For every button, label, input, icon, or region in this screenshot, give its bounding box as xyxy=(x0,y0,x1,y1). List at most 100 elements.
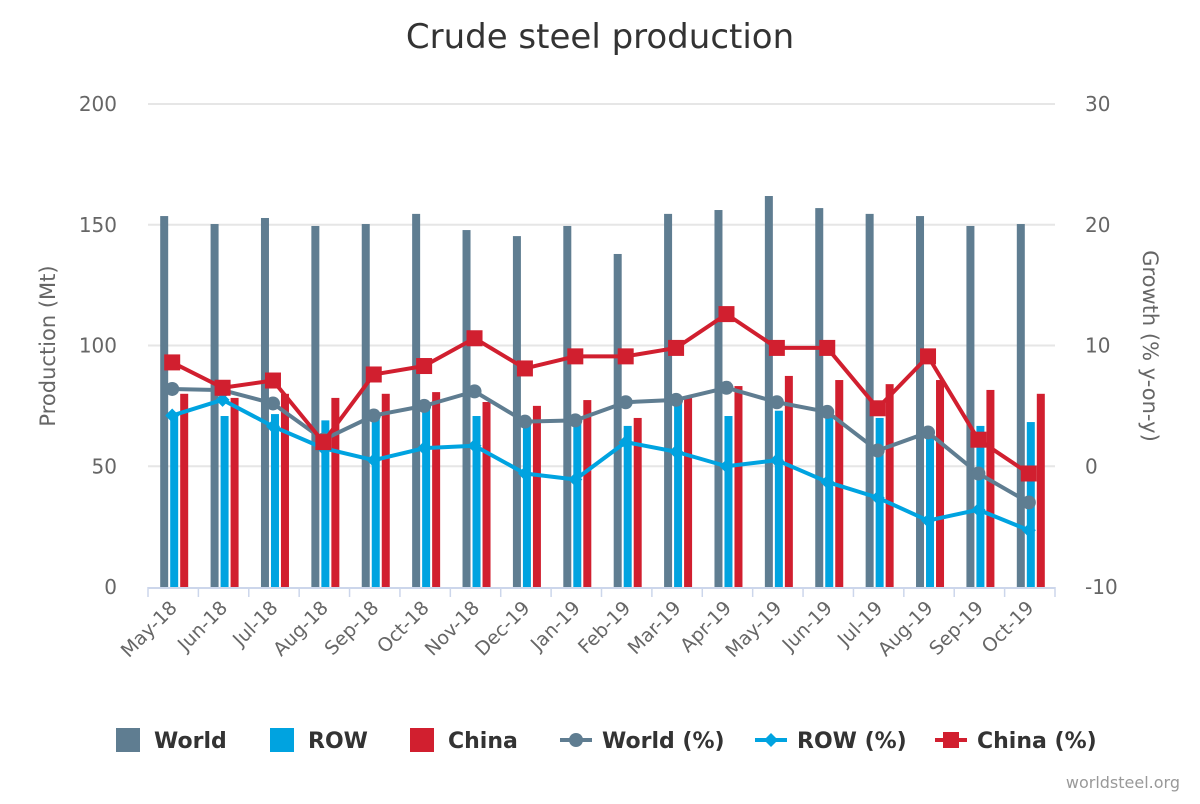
point-china-pct[interactable] xyxy=(164,354,181,371)
bar-china[interactable] xyxy=(885,384,894,587)
point-world-pct[interactable] xyxy=(467,384,482,399)
point-china-pct[interactable] xyxy=(365,366,382,383)
point-china-pct[interactable] xyxy=(819,339,836,356)
legend-marker[interactable] xyxy=(569,733,583,747)
bar-world[interactable] xyxy=(361,224,370,587)
bar-row[interactable] xyxy=(774,410,783,587)
point-row-pct[interactable] xyxy=(215,392,230,407)
bar-row[interactable] xyxy=(674,401,683,587)
point-china-pct[interactable] xyxy=(315,434,332,451)
point-china-pct[interactable] xyxy=(214,379,231,396)
point-china-pct[interactable] xyxy=(567,348,584,365)
bar-world[interactable] xyxy=(714,210,723,587)
point-china-pct[interactable] xyxy=(668,339,685,356)
bar-row[interactable] xyxy=(522,420,531,587)
legend-item-row-pct[interactable]: ROW (%) xyxy=(755,729,907,754)
point-row-pct[interactable] xyxy=(417,441,432,456)
bar-china[interactable] xyxy=(482,402,491,587)
point-world-pct[interactable] xyxy=(719,380,734,395)
legend-item-world[interactable]: World xyxy=(116,728,227,754)
bar-row[interactable] xyxy=(472,416,481,587)
legend-item-world-pct[interactable]: World (%) xyxy=(560,729,725,754)
line-row-pct[interactable] xyxy=(171,397,1030,533)
point-row-pct[interactable] xyxy=(618,435,633,450)
bar-row[interactable] xyxy=(422,407,431,587)
point-row-pct[interactable] xyxy=(517,466,532,481)
legend-item-china-pct[interactable]: China (%) xyxy=(935,729,1097,754)
point-row-pct[interactable] xyxy=(719,459,734,474)
legend-item-china[interactable]: China xyxy=(410,728,518,754)
bar-world[interactable] xyxy=(311,225,320,587)
point-world-pct[interactable] xyxy=(669,392,684,407)
bar-world[interactable] xyxy=(613,253,622,587)
point-china-pct[interactable] xyxy=(920,348,937,365)
bar-row[interactable] xyxy=(371,417,380,587)
bar-china[interactable] xyxy=(784,375,793,587)
bar-row[interactable] xyxy=(724,416,733,587)
point-row-pct[interactable] xyxy=(971,502,986,517)
bar-china[interactable] xyxy=(381,393,390,587)
point-row-pct[interactable] xyxy=(467,438,482,453)
point-row-pct[interactable] xyxy=(669,444,684,459)
bar-row[interactable] xyxy=(170,415,179,587)
point-china-pct[interactable] xyxy=(516,360,533,377)
point-row-pct[interactable] xyxy=(921,513,936,528)
bar-row[interactable] xyxy=(220,416,229,587)
legend-item-row[interactable]: ROW xyxy=(270,728,368,754)
point-china-pct[interactable] xyxy=(970,431,987,448)
point-row-pct[interactable] xyxy=(366,453,381,468)
point-china-pct[interactable] xyxy=(264,372,281,389)
bar-row[interactable] xyxy=(321,420,330,587)
credit[interactable]: worldsteel.org xyxy=(1066,773,1180,792)
bar-row[interactable] xyxy=(623,425,632,587)
bar-world[interactable] xyxy=(1016,224,1025,587)
legend-marker[interactable] xyxy=(943,732,959,748)
bar-china[interactable] xyxy=(180,393,189,587)
bar-world[interactable] xyxy=(462,230,471,588)
bar-world[interactable] xyxy=(916,216,925,587)
bar-china[interactable] xyxy=(734,386,743,587)
point-world-pct[interactable] xyxy=(769,395,784,410)
bar-china[interactable] xyxy=(532,405,541,587)
point-row-pct[interactable] xyxy=(568,472,583,487)
bar-china[interactable] xyxy=(331,397,340,587)
bar-world[interactable] xyxy=(815,208,824,588)
point-row-pct[interactable] xyxy=(820,474,835,489)
bar-china[interactable] xyxy=(835,380,844,587)
point-world-pct[interactable] xyxy=(568,413,583,428)
point-world-pct[interactable] xyxy=(265,396,280,411)
bar-china[interactable] xyxy=(986,389,995,587)
point-world-pct[interactable] xyxy=(618,395,633,410)
line-china-pct[interactable] xyxy=(171,312,1030,476)
bar-world[interactable] xyxy=(966,225,975,587)
bar-world[interactable] xyxy=(160,216,169,587)
point-china-pct[interactable] xyxy=(466,330,483,347)
bar-world[interactable] xyxy=(412,213,421,587)
bar-china[interactable] xyxy=(684,396,693,587)
bar-world[interactable] xyxy=(512,236,521,587)
point-world-pct[interactable] xyxy=(517,414,532,429)
legend-marker[interactable] xyxy=(764,733,778,747)
bar-row[interactable] xyxy=(270,414,279,587)
bar-china[interactable] xyxy=(936,380,945,587)
point-china-pct[interactable] xyxy=(869,400,886,417)
point-world-pct[interactable] xyxy=(820,404,835,419)
point-china-pct[interactable] xyxy=(718,306,735,323)
point-world-pct[interactable] xyxy=(971,466,986,481)
point-world-pct[interactable] xyxy=(870,443,885,458)
point-row-pct[interactable] xyxy=(1021,523,1036,538)
point-world-pct[interactable] xyxy=(165,381,180,396)
bar-china[interactable] xyxy=(432,392,441,587)
bar-china[interactable] xyxy=(633,417,642,587)
bar-world[interactable] xyxy=(210,224,219,587)
point-row-pct[interactable] xyxy=(769,453,784,468)
bar-china[interactable] xyxy=(1036,393,1045,587)
bar-row[interactable] xyxy=(825,413,834,587)
point-china-pct[interactable] xyxy=(768,339,785,356)
bar-row[interactable] xyxy=(926,437,935,587)
point-world-pct[interactable] xyxy=(1021,495,1036,510)
point-china-pct[interactable] xyxy=(1020,465,1037,482)
point-world-pct[interactable] xyxy=(921,425,936,440)
point-row-pct[interactable] xyxy=(870,490,885,505)
point-china-pct[interactable] xyxy=(617,348,634,365)
